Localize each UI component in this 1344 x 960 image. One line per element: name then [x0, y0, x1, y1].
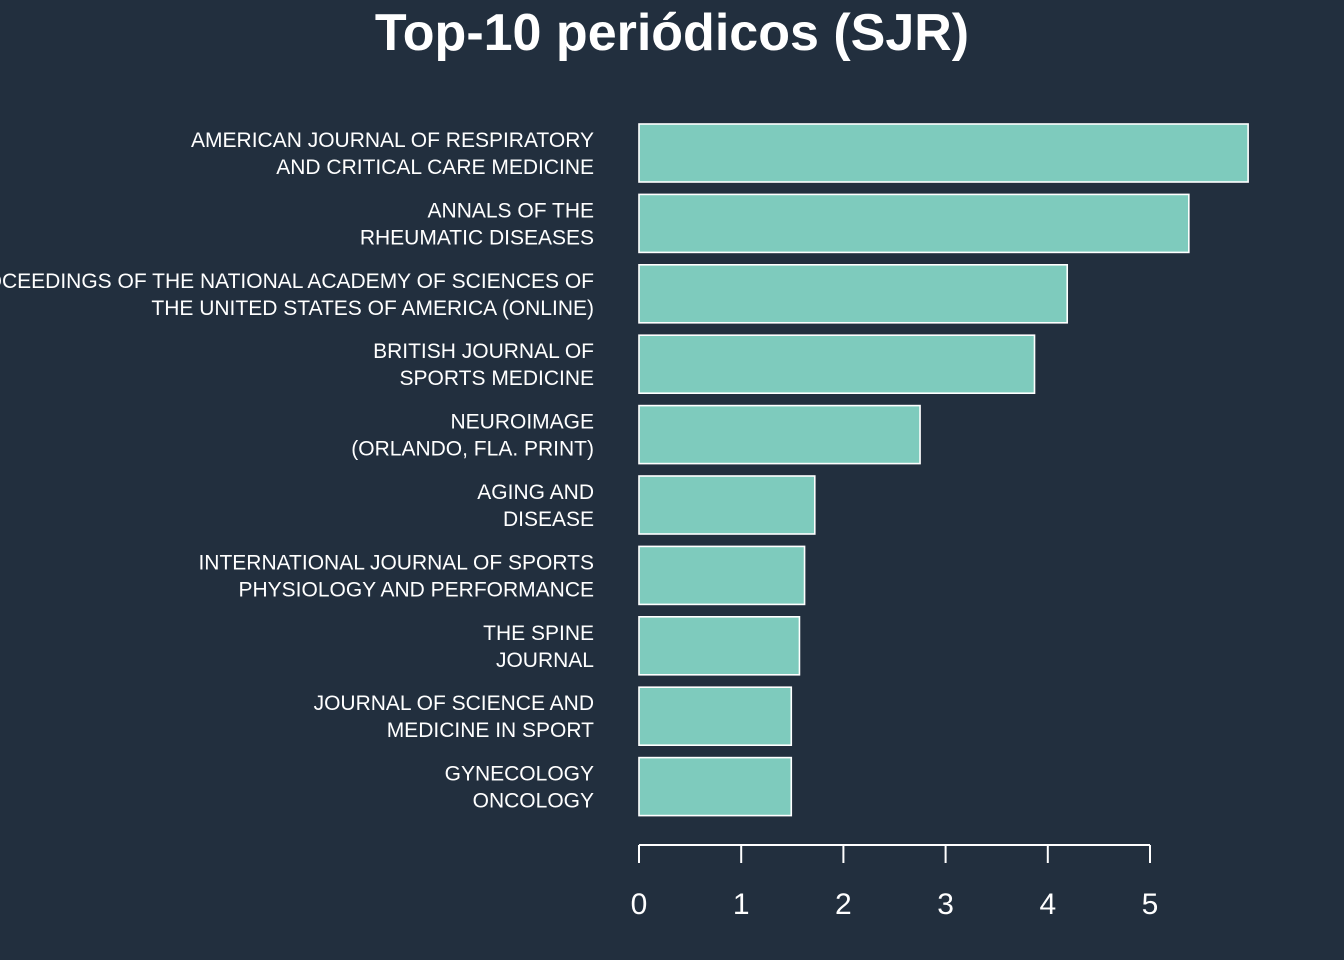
bar [638, 193, 1190, 254]
bar [638, 686, 793, 747]
bar [638, 404, 921, 465]
category-label: THE SPINE [483, 622, 594, 645]
category-label: AGING AND [477, 481, 594, 504]
category-label: DISEASE [503, 508, 594, 531]
category-label: PHYSIOLOGY AND PERFORMANCE [238, 578, 594, 601]
bar [638, 475, 816, 535]
category-label: AMERICAN JOURNAL OF RESPIRATORY [191, 129, 594, 152]
bar [638, 615, 801, 676]
x-tick-label: 4 [1039, 888, 1056, 921]
category-label: MEDICINE IN SPORT [387, 719, 594, 742]
bar [638, 263, 1069, 324]
category-label: BRITISH JOURNAL OF [373, 340, 594, 363]
category-labels: AMERICAN JOURNAL OF RESPIRATORY AND CRITI… [0, 129, 594, 813]
bar [638, 756, 793, 817]
category-label: THE UNITED STATES OF AMERICA (ONLINE) [151, 297, 594, 320]
category-label: NEUROIMAGE [450, 411, 594, 434]
x-tick-label: 3 [937, 888, 954, 921]
category-label: AND CRITICAL CARE MEDICINE [276, 156, 594, 179]
chart-title: Top-10 periódicos (SJR) [375, 4, 969, 62]
category-label: GYNECOLOGY [445, 763, 594, 786]
category-label: RHEUMATIC DISEASES [360, 226, 594, 249]
x-tick-label: 2 [835, 888, 852, 921]
category-label: INTERNATIONAL JOURNAL OF SPORTS [198, 551, 594, 574]
category-label: JOURNAL [496, 649, 594, 672]
x-tick-label: 5 [1142, 888, 1159, 921]
x-tick-label: 1 [733, 888, 750, 921]
category-label: (ORLANDO, FLA. PRINT) [351, 438, 594, 461]
category-label: ONCOLOGY [473, 790, 594, 813]
bar [638, 334, 1036, 395]
x-axis: 0 1 2 3 4 5 [631, 844, 1159, 921]
x-tick-label: 0 [631, 888, 648, 921]
bar [638, 123, 1249, 183]
category-label: JOURNAL OF SCIENCE AND [314, 692, 594, 715]
category-label: SPORTS MEDICINE [400, 367, 594, 390]
bars-group [638, 123, 1249, 817]
bar [638, 545, 806, 606]
category-label: PROCEEDINGS OF THE NATIONAL ACADEMY OF S… [0, 270, 594, 293]
category-label: ANNALS OF THE [428, 199, 594, 222]
